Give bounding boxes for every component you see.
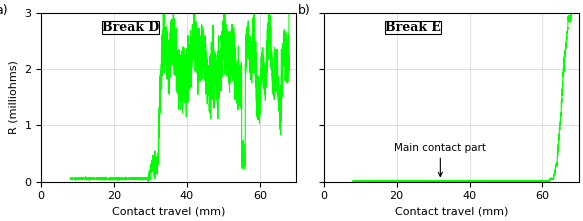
Text: b): b) [298, 4, 311, 17]
X-axis label: Contact travel (mm): Contact travel (mm) [395, 207, 508, 217]
Text: Break D: Break D [102, 21, 159, 34]
Y-axis label: R (milliohms): R (milliohms) [9, 60, 19, 134]
Text: Main contact part: Main contact part [394, 143, 486, 176]
Text: Break E: Break E [385, 21, 441, 34]
Text: a): a) [0, 4, 8, 17]
X-axis label: Contact travel (mm): Contact travel (mm) [112, 207, 226, 217]
